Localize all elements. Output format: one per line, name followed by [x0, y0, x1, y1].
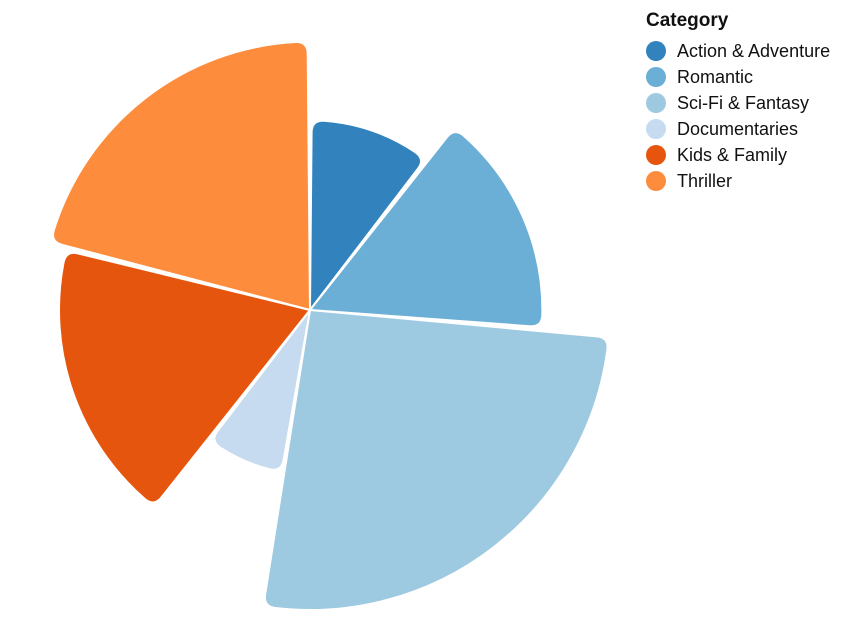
pie-plot-area — [52, 41, 609, 611]
legend-item: Sci-Fi & Fantasy — [646, 90, 856, 116]
legend-items: Action & Adventure Romantic Sci-Fi & Fanta… — [646, 38, 856, 194]
legend-label: Sci-Fi & Fantasy — [677, 92, 810, 113]
legend-title: Category — [646, 10, 729, 31]
legend-swatch — [646, 67, 666, 87]
pie-slice-kids-family — [58, 251, 312, 504]
legend-label: Kids & Family — [677, 144, 788, 165]
legend-item: Documentaries — [646, 116, 856, 142]
legend-swatch — [646, 41, 666, 61]
pie-slice-romantic — [308, 131, 544, 328]
legend: Category Action & Adventure Romantic Sci-F… — [646, 8, 856, 194]
legend-item: Action & Adventure — [646, 38, 856, 64]
legend-swatch — [646, 93, 666, 113]
pie-slice-thriller — [52, 41, 312, 312]
legend-item: Kids & Family — [646, 142, 856, 168]
pie-slice-sci-fi-fantasy — [263, 308, 609, 611]
pie-slice-action-adventure — [308, 119, 422, 313]
legend-item: Romantic — [646, 64, 856, 90]
legend-swatch — [646, 145, 666, 165]
pie-slice-documentaries — [213, 309, 311, 471]
legend-label: Romantic — [677, 66, 754, 87]
legend-label: Documentaries — [677, 118, 799, 139]
legend-label: Action & Adventure — [677, 40, 831, 61]
legend-label: Thriller — [677, 170, 733, 191]
legend-swatch — [646, 171, 666, 191]
legend-item: Thriller — [646, 168, 856, 194]
legend-swatch — [646, 119, 666, 139]
